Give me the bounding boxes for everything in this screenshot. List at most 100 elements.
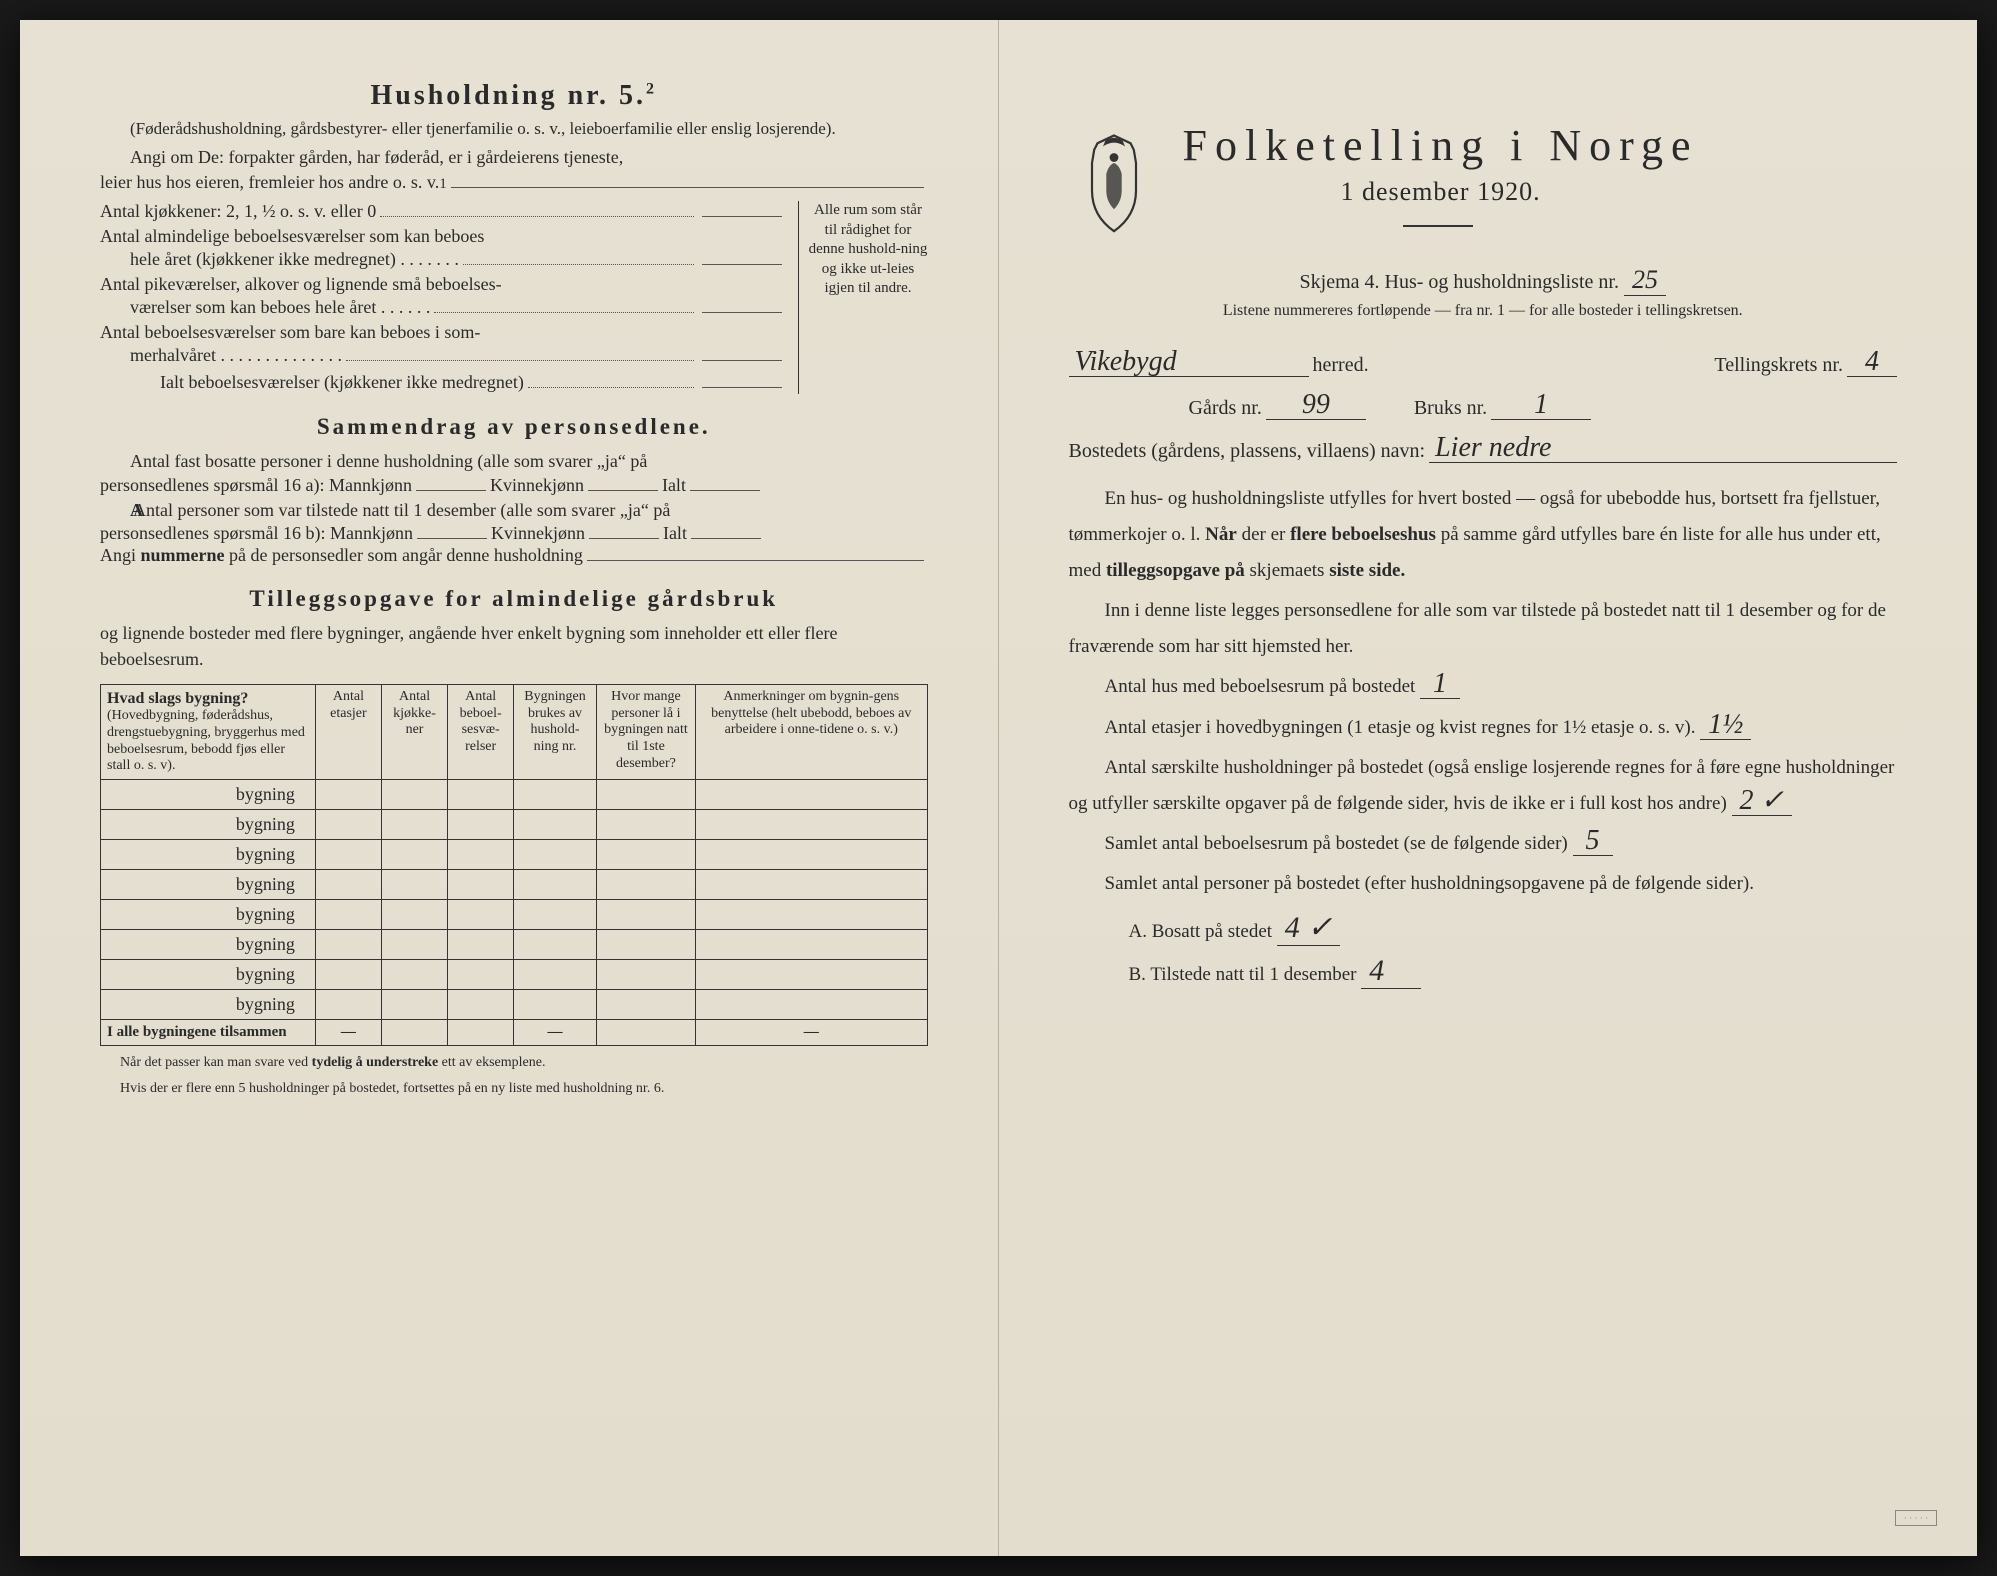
th-5: Bygningen brukes av hushold-ning nr.	[514, 684, 597, 779]
p1-b1: Når	[1205, 524, 1237, 545]
q1-value: 1	[1420, 670, 1460, 699]
table-row: bygning	[101, 990, 928, 1020]
k-l4b: merhalvåret . . . . . . . . . . . . . .	[100, 345, 342, 366]
p1-b4: siste side.	[1329, 560, 1405, 581]
tillegg-title: Tilleggsopgave for almindelige gårdsbruk	[100, 586, 928, 612]
skjema-line: Skjema 4. Hus- og husholdningsliste nr. …	[1069, 265, 1898, 296]
table-row: bygning	[101, 780, 928, 810]
kitchen-lines: Antal kjøkkener: 2, 1, ½ o. s. v. eller …	[100, 201, 786, 394]
printer-stamp: · · · · ·	[1895, 1510, 1937, 1526]
husholdning-title-text: Husholdning nr. 5.	[370, 80, 646, 111]
q1-pre: Antal hus med beboelsesrum på bostedet	[1105, 676, 1416, 697]
row-a: A. Bosatt på stedet 4 ✓	[1129, 910, 1898, 946]
bosted-value: Lier nedre	[1429, 434, 1897, 463]
table-body: bygning bygning bygning bygning bygning …	[101, 780, 928, 1020]
sd-kv: Kvinnekjønn	[490, 475, 584, 496]
angi-line-2-text: leier hus hos eieren, fremleier hos andr…	[100, 172, 439, 193]
krets-value: 4	[1847, 348, 1897, 377]
bruk-value: 1	[1491, 391, 1591, 420]
qb-label: B. Tilstede natt til 1 desember	[1129, 964, 1357, 985]
sd-l3-text: Antal personer som var tilstede natt til…	[133, 500, 670, 520]
footnote-1: Når det passer kan man svare ved tydelig…	[100, 1054, 928, 1072]
left-page: Husholdning nr. 5.2 (Føderådshusholdning…	[20, 20, 999, 1556]
angi-line-2: leier hus hos eieren, fremleier hos andr…	[100, 172, 928, 193]
q5: Samlet antal personer på bostedet (efter…	[1069, 866, 1898, 902]
bygn-cell: bygning	[101, 990, 316, 1020]
th-7: Anmerkninger om bygnin-gens benyttelse (…	[696, 684, 927, 779]
right-page: Folketelling i Norge 1 desember 1920. Sk…	[999, 20, 1978, 1556]
angi-blank	[451, 187, 924, 188]
q1: Antal hus med beboelsesrum på bostedet 1	[1069, 669, 1898, 705]
table-row: bygning	[101, 900, 928, 930]
q4: Samlet antal beboelsesrum på bostedet (s…	[1069, 826, 1898, 862]
k-l3a: Antal pikeværelser, alkover og lignende …	[100, 271, 786, 297]
sammendrag-title: Sammendrag av personsedlene.	[100, 414, 928, 440]
qb-value: 4	[1361, 954, 1421, 989]
q2: Antal etasjer i hovedbygningen (1 etasje…	[1069, 710, 1898, 746]
p1-e: skjemaets	[1245, 560, 1329, 581]
sd-l2: personsedlenes spørsmål 16 a): Mannkjønn	[100, 475, 412, 496]
main-title: Folketelling i Norge	[1183, 120, 1699, 171]
qa-label: A. Bosatt på stedet	[1129, 921, 1273, 942]
sd-l2-row: personsedlenes spørsmål 16 a): Mannkjønn…	[100, 475, 928, 496]
p1-b2: flere beboelseshus	[1290, 524, 1436, 545]
sd-l4-row: personsedlenes spørsmål 16 b): Mannkjønn…	[100, 523, 928, 544]
tillegg-sub: og lignende bosteder med flere bygninger…	[100, 620, 928, 672]
k-l4a: Antal beboelsesværelser som bare kan beb…	[100, 319, 786, 345]
skjema-nr-value: 25	[1624, 265, 1666, 296]
th-1b: (Hovedbygning, føderådshus, drengstuebyg…	[107, 708, 309, 775]
bygn-cell: bygning	[101, 960, 316, 990]
title-block: Folketelling i Norge 1 desember 1920.	[1183, 120, 1699, 245]
paren-note: (Føderådshusholdning, gårdsbestyrer- ell…	[100, 118, 928, 141]
coat-of-arms-icon	[1069, 130, 1159, 240]
k-total: Ialt beboelsesværelser (kjøkkener ikke m…	[100, 372, 524, 393]
th-6: Hvor mange personer lå i bygningen natt …	[596, 684, 695, 779]
title-divider	[1403, 225, 1473, 227]
bygn-cell: bygning	[101, 930, 316, 960]
q4-pre: Samlet antal beboelsesrum på bostedet (s…	[1105, 833, 1568, 854]
table-row: bygning	[101, 870, 928, 900]
kitchen-block: Antal kjøkkener: 2, 1, ½ o. s. v. eller …	[100, 201, 928, 394]
qa-value: 4 ✓	[1277, 910, 1341, 946]
tf-dash: —	[315, 1020, 381, 1046]
th-3: Antal kjøkke-ner	[381, 684, 447, 779]
title-row: Folketelling i Norge 1 desember 1920.	[1069, 120, 1898, 245]
k-l1-blank	[702, 216, 782, 217]
bygn-cell: bygning	[101, 870, 316, 900]
angi-sup: 1	[439, 176, 447, 193]
sd-l5-pre: Angi	[100, 545, 141, 565]
q2-pre: Antal etasjer i hovedbygningen (1 etasje…	[1105, 717, 1696, 738]
q3: Antal særskilte husholdninger på bostede…	[1069, 750, 1898, 822]
sd-kv2: Kvinnekjønn	[491, 523, 585, 544]
sd-l5-post: på de personsedler som angår denne husho…	[225, 545, 583, 565]
sd-ialt: Ialt	[662, 475, 686, 496]
skjema-pre: Skjema 4. Hus- og husholdningsliste nr.	[1300, 271, 1619, 293]
sd-nummerne: nummerne	[141, 545, 225, 565]
bygning-table: Hvad slags bygning? (Hovedbygning, føder…	[100, 684, 928, 1046]
sd-ialt2: Ialt	[663, 523, 687, 544]
bygn-cell: bygning	[101, 810, 316, 840]
bruk-label: Bruks nr.	[1414, 397, 1487, 420]
bygn-cell: bygning	[101, 900, 316, 930]
k-l4-blank	[702, 360, 782, 361]
krets-label: Tellingskrets nr.	[1714, 354, 1843, 377]
k-l2-blank	[702, 264, 782, 265]
kitchen-side-note: Alle rum som står til rådighet for denne…	[798, 201, 928, 394]
tf-dash: —	[696, 1020, 927, 1046]
bygn-cell: bygning	[101, 840, 316, 870]
foot1-bold: tydelig å understreke	[312, 1055, 439, 1070]
husholdning-sup: 2	[646, 81, 657, 98]
list-note: Listene nummereres fortløpende — fra nr.…	[1069, 302, 1898, 320]
table-row: bygning	[101, 960, 928, 990]
herred-label: herred.	[1313, 354, 1369, 377]
para-2: Inn i denne liste legges personsedlene f…	[1069, 593, 1898, 665]
subtitle: 1 desember 1920.	[1183, 177, 1699, 207]
sd-l3: AAntal personer som var tilstede natt ti…	[100, 497, 928, 523]
bygn-cell: bygning	[101, 780, 316, 810]
gard-label: Gårds nr.	[1189, 397, 1262, 420]
th-2: Antal etasjer	[315, 684, 381, 779]
gard-value: 99	[1266, 391, 1366, 420]
table-footer: I alle bygningene tilsammen — — —	[101, 1020, 928, 1046]
p1-b3: tilleggsopgave på	[1106, 560, 1245, 581]
sd-l1: Antal fast bosatte personer i denne hush…	[100, 448, 928, 474]
